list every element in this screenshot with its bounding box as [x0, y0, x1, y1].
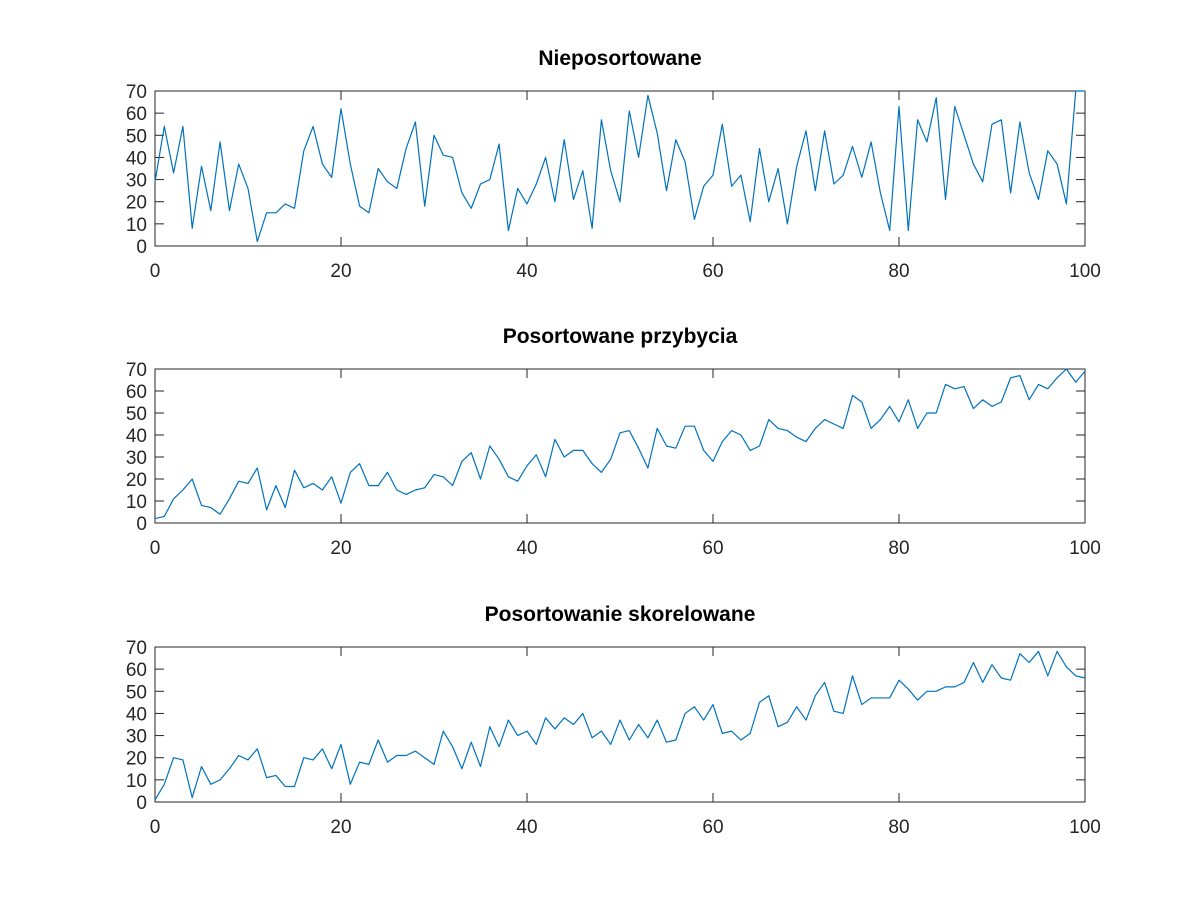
x-tick-label: 60 [702, 817, 723, 838]
y-tick-label: 40 [126, 704, 147, 725]
y-tick-label: 20 [126, 193, 147, 214]
y-tick-label: 70 [126, 638, 147, 659]
y-tick-label: 10 [126, 771, 147, 792]
x-tick-label: 80 [888, 538, 909, 559]
y-tick-label: 50 [126, 682, 147, 703]
y-tick-label: 70 [126, 82, 147, 103]
y-tick-label: 70 [126, 360, 147, 381]
x-tick-label: 100 [1069, 261, 1101, 282]
x-tick-label: 20 [330, 538, 351, 559]
y-tick-label: 50 [126, 404, 147, 425]
y-tick-label: 40 [126, 148, 147, 169]
x-tick-label: 40 [516, 817, 537, 838]
x-tick-label: 40 [516, 538, 537, 559]
x-tick-label: 40 [516, 261, 537, 282]
x-tick-label: 0 [150, 261, 161, 282]
axes-box [154, 90, 1086, 247]
axes-box [154, 368, 1086, 524]
y-tick-label: 0 [136, 514, 147, 535]
y-tick-label: 60 [126, 104, 147, 125]
y-tick-label: 30 [126, 171, 147, 192]
x-tick-label: 60 [702, 538, 723, 559]
series-line [154, 90, 1085, 243]
x-tick-label: 0 [150, 817, 161, 838]
x-tick-label: 80 [888, 817, 909, 838]
chart-title: Nieposortowane [538, 47, 701, 70]
y-tick-label: 20 [126, 749, 147, 770]
y-tick-label: 0 [136, 237, 147, 258]
chart-title: Posortowane przybycia [503, 325, 738, 348]
y-tick-label: 30 [126, 727, 147, 748]
x-tick-label: 80 [888, 261, 909, 282]
x-tick-label: 60 [702, 261, 723, 282]
y-tick-label: 0 [136, 793, 147, 814]
x-tick-label: 20 [330, 817, 351, 838]
y-tick-label: 30 [126, 448, 147, 469]
y-tick-label: 10 [126, 215, 147, 236]
axes-box [154, 646, 1086, 803]
x-tick-label: 100 [1069, 817, 1101, 838]
y-tick-label: 50 [126, 126, 147, 147]
y-tick-label: 40 [126, 426, 147, 447]
chart-title: Posortowanie skorelowane [485, 603, 756, 626]
series-line [154, 368, 1086, 520]
x-tick-label: 100 [1069, 538, 1101, 559]
y-tick-label: 20 [126, 470, 147, 491]
series-line [154, 650, 1086, 801]
y-tick-label: 10 [126, 492, 147, 513]
y-tick-label: 60 [126, 660, 147, 681]
x-tick-label: 20 [330, 261, 351, 282]
x-tick-label: 0 [150, 538, 161, 559]
y-tick-label: 60 [126, 382, 147, 403]
